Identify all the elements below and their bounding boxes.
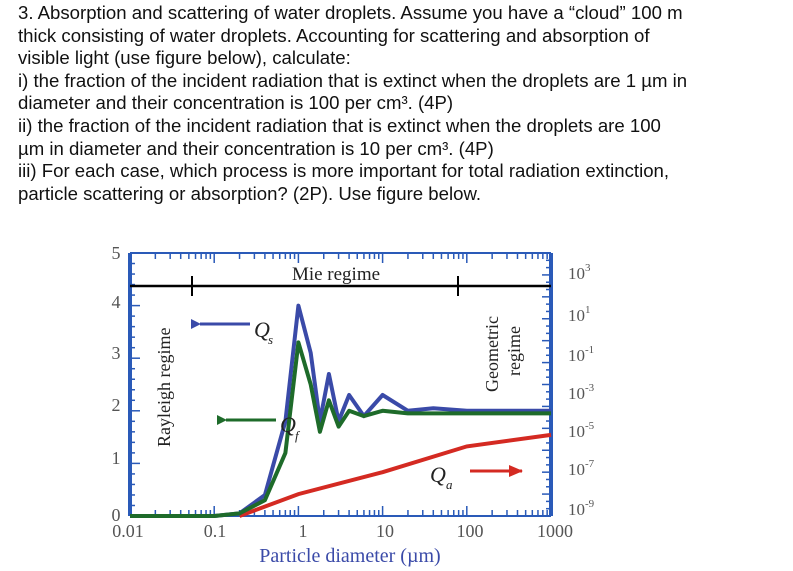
qf-subscript: f: [295, 428, 301, 443]
qa-label: Q: [430, 462, 446, 487]
x-tick-label: 100: [457, 521, 484, 541]
problem-text: 3. Absorption and scattering of water dr…: [18, 2, 788, 205]
right-tick-label: 10-5: [568, 420, 595, 441]
problem-line: thick consisting of water droplets. Acco…: [18, 24, 650, 46]
right-tick-label: 10-3: [568, 382, 595, 403]
left-tick-label: 0: [112, 505, 121, 525]
qa-curve: [238, 432, 552, 518]
qa-subscript: a: [446, 477, 453, 492]
left-tick-label: 1: [112, 448, 121, 468]
right-tick-label: 103: [568, 262, 591, 283]
problem-line: particle scattering or absorption? (2P).…: [18, 182, 482, 204]
qs-curve: [130, 303, 551, 518]
right-tick-label: 10-7: [568, 458, 595, 479]
x-tick-label: 0.1: [204, 521, 227, 541]
right-tick-label: 101: [568, 304, 591, 325]
x-tick-label: 1000: [537, 521, 573, 541]
left-tick-label: 3: [112, 343, 121, 363]
problem-line: i) the fraction of the incident radiatio…: [18, 69, 688, 91]
problem-line: ii) the fraction of the incident radiati…: [18, 114, 661, 136]
right-tick-label: 10-1: [568, 344, 594, 365]
qs-label: Q: [254, 317, 270, 342]
x-tick-label: 0.01: [112, 521, 144, 541]
x-axis-title: Particle diameter (µm): [259, 545, 440, 567]
geometric-regime-label: regime: [504, 326, 524, 376]
problem-line: visible light (use figure below), calcul…: [18, 47, 351, 69]
x-tick-label: 1: [299, 521, 308, 541]
left-tick-label: 5: [112, 243, 121, 263]
qf-label: Q: [280, 412, 296, 437]
left-tick-label: 4: [112, 292, 121, 312]
problem-line: 3. Absorption and scattering of water dr…: [18, 2, 683, 23]
qs-subscript: s: [268, 332, 273, 347]
left-tick-label: 2: [112, 395, 121, 415]
rayleigh-regime-label: Rayleigh regime: [154, 328, 174, 447]
problem-line: diameter and their concentration is 100 …: [18, 92, 454, 114]
right-tick-label: 10-9: [568, 498, 595, 519]
x-tick-label: 10: [376, 521, 394, 541]
qf-curve: [130, 340, 551, 518]
mie-regime-label: Mie regime: [292, 264, 380, 285]
geometric-regime-label: Geometric: [482, 316, 502, 392]
minor-ticks: [129, 252, 551, 517]
problem-line: µm in diameter and their concentration i…: [18, 137, 494, 159]
problem-line: iii) For each case, which process is mor…: [18, 160, 670, 182]
